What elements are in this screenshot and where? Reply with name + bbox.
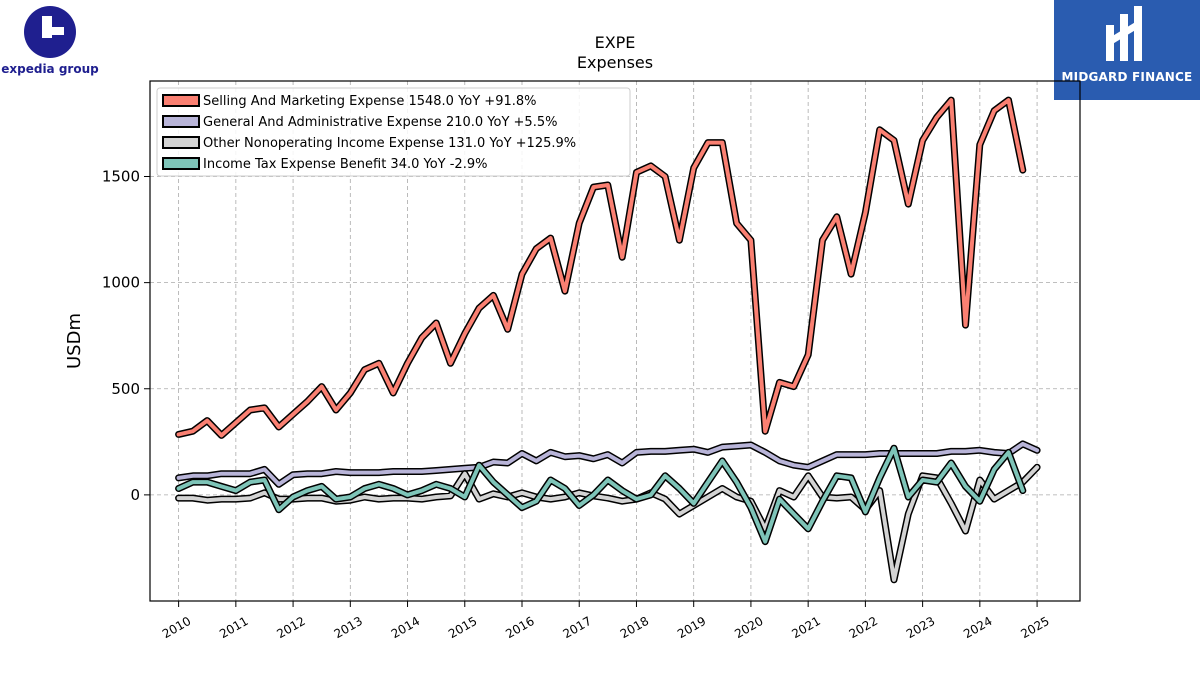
y-axis-ticks: 0 500 1000 1500	[102, 168, 150, 504]
series-line-2	[176, 465, 1040, 582]
legend-entry-2: Other Nonoperating Income Expense 131.0 …	[203, 136, 576, 151]
x-tick-label-11: 2021	[789, 614, 822, 641]
x-tick-label-10: 2020	[732, 614, 765, 641]
y-axis-label: USDm	[64, 313, 85, 369]
chart-title: EXPE	[595, 33, 636, 52]
series-lines	[175, 96, 1041, 584]
x-tick-label-1: 2011	[217, 614, 250, 641]
y-tick-label-2: 1000	[102, 274, 140, 292]
x-axis-ticks: 2010 2011 2012 2013 2014 2015 2016 2017 2018 2019…	[160, 601, 1052, 641]
x-tick-label-3: 2013	[332, 614, 365, 641]
x-tick-label-6: 2016	[503, 614, 536, 641]
expedia-group-logo: expedia group	[0, 0, 110, 80]
y-tick-label-0: 0	[130, 486, 140, 504]
legend-swatch-3	[162, 157, 200, 170]
x-tick-label-12: 2022	[847, 614, 880, 641]
legend-entry-1: General And Administrative Expense 210.0…	[203, 115, 557, 130]
midgard-logo-text: MIDGARD FINANCE	[1061, 70, 1193, 84]
x-tick-label-15: 2025	[1018, 614, 1051, 641]
x-tick-label-8: 2018	[618, 614, 651, 641]
legend-entry-0: Selling And Marketing Expense 1548.0 YoY…	[203, 94, 537, 109]
legend-entry-3: Income Tax Expense Benefit 34.0 YoY -2.9…	[203, 157, 487, 172]
legend: Selling And Marketing Expense 1548.0 YoY…	[156, 87, 631, 177]
chart-subtitle: Expenses	[577, 53, 653, 72]
legend-swatch-0	[162, 94, 200, 107]
series-line-3	[176, 446, 1025, 544]
x-tick-label-14: 2024	[961, 614, 994, 641]
y-tick-label-1: 500	[111, 380, 140, 398]
expedia-logo-text: expedia group	[1, 62, 99, 76]
midgard-logo-mark	[1106, 6, 1142, 61]
legend-box	[156, 87, 631, 177]
x-tick-label-4: 2014	[389, 614, 422, 641]
x-tick-label-5: 2015	[446, 614, 479, 641]
midgard-finance-logo: MIDGARD FINANCE	[1054, 0, 1200, 100]
x-tick-label-7: 2017	[561, 614, 594, 641]
x-tick-label-13: 2023	[904, 614, 937, 641]
legend-swatch-1	[162, 115, 200, 128]
x-tick-label-2: 2012	[274, 614, 307, 641]
y-tick-label-3: 1500	[102, 168, 140, 186]
legend-swatch-2	[162, 136, 200, 149]
x-tick-label-0: 2010	[160, 614, 193, 641]
series-line-0	[176, 98, 1025, 438]
plot-frame	[149, 80, 1081, 602]
x-tick-label-9: 2019	[675, 614, 708, 641]
